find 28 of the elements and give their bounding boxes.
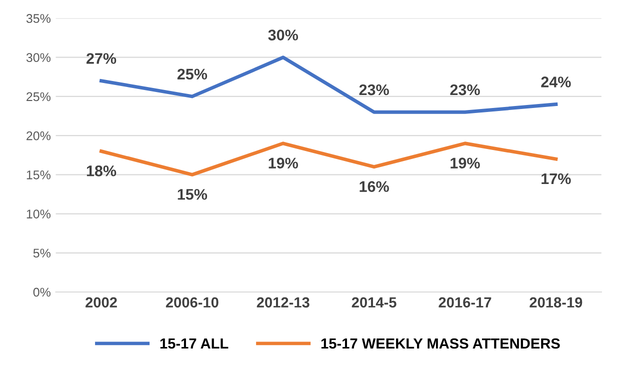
x-tick-label: 2002	[86, 297, 117, 308]
x-tick-label: 2006-10	[166, 297, 218, 308]
x-tick-label: 2016-17	[438, 297, 492, 308]
x-tick-label: 2018-19	[530, 297, 582, 308]
y-tick-label: 25%	[26, 92, 50, 102]
data-label: 24%	[541, 76, 571, 88]
y-tick-label: 20%	[26, 131, 50, 140]
y-tick-label: 10%	[26, 210, 50, 218]
y-tick-label: 30%	[26, 53, 50, 62]
data-label: 23%	[359, 84, 389, 96]
data-label: 19%	[268, 158, 298, 169]
x-tick-label: 2014-5	[352, 297, 396, 308]
data-label: 18%	[86, 166, 116, 176]
y-tick-label: 15%	[26, 170, 50, 180]
data-label: 23%	[450, 84, 480, 96]
y-tick-label: 35%	[26, 14, 50, 23]
data-label: 17%	[542, 173, 571, 184]
legend-label: 15-17 WEEKLY MASS ATTENDERS	[321, 338, 560, 349]
data-label: 16%	[360, 181, 389, 192]
y-tick-label: 5%	[33, 248, 50, 258]
data-label: 15%	[178, 189, 208, 200]
data-label: 27%	[86, 53, 116, 64]
data-label: 19%	[450, 158, 480, 169]
data-label: 25%	[177, 68, 208, 80]
x-tick-label: 2012-13	[256, 297, 310, 308]
y-tick-label: 0%	[33, 288, 50, 297]
legend-label: 15-17 ALL	[160, 338, 228, 349]
data-label: 30%	[268, 30, 298, 40]
